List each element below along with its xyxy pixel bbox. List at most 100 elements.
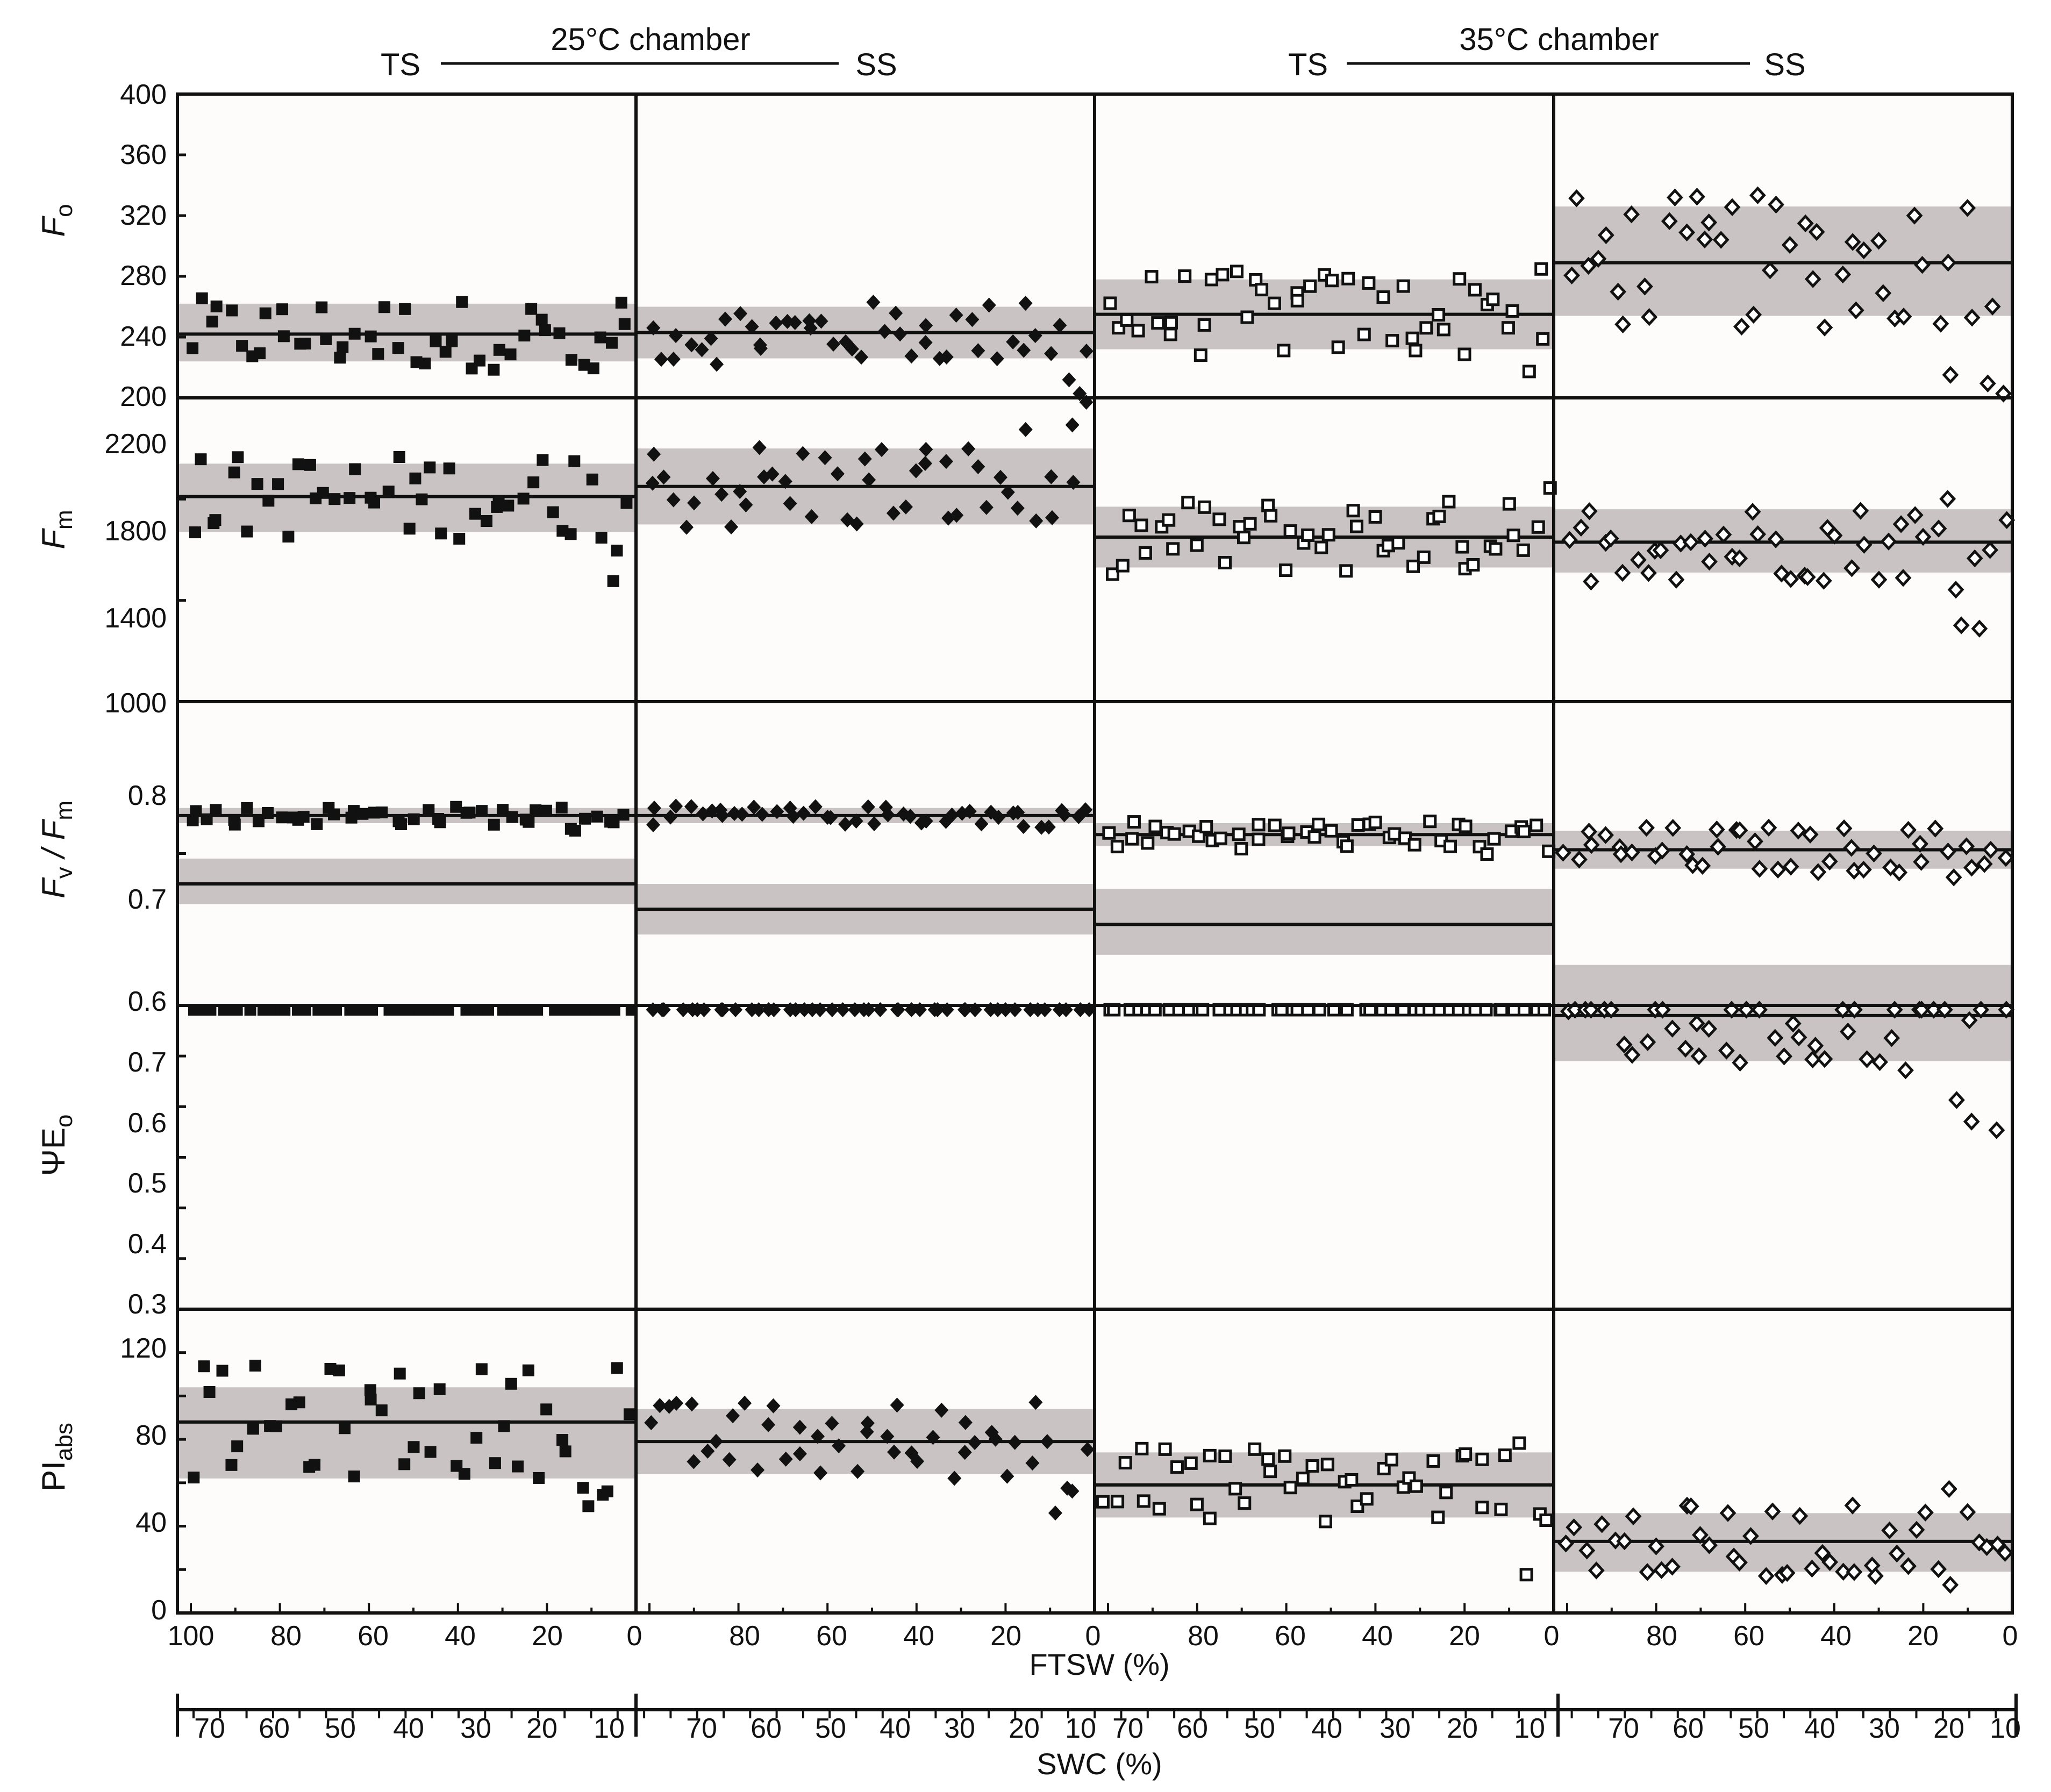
point-r1-p4-5 <box>1597 226 1614 245</box>
point-r3-p2-44 <box>1057 807 1071 823</box>
point-r1-p4-18 <box>1724 198 1741 216</box>
point-r1-p1-11 <box>277 330 290 342</box>
row-label-piabs-main: PI <box>35 1461 72 1491</box>
row-label-fvfm-main: F <box>35 877 72 898</box>
point-r5-p4-5 <box>1593 1515 1611 1533</box>
y-tick-fm-1400: 1400 <box>104 603 167 634</box>
point-r3-p3-6 <box>1148 819 1162 833</box>
point-r2-p4-7 <box>1614 563 1631 582</box>
point-r3-p4-15 <box>1694 856 1711 875</box>
point-r2-p4-24 <box>1782 570 1799 588</box>
point-r3-p4-44 <box>1976 855 1993 873</box>
point-r3-p4-40 <box>1940 843 1956 861</box>
point-r1-p3-13 <box>1216 268 1230 282</box>
point-r2-p1-36 <box>527 476 540 489</box>
point-r5-p4-26 <box>1804 1559 1820 1578</box>
point-r2-p4-26 <box>1799 568 1816 587</box>
point-r1-p2-40 <box>1018 296 1033 311</box>
point-r3-p3-41 <box>1487 832 1501 846</box>
point-r1-p1-29 <box>456 296 468 308</box>
band-r4-p3 <box>1095 889 1554 955</box>
point-r2-p3-11 <box>1197 500 1211 514</box>
point-r1-p3-18 <box>1267 296 1281 310</box>
point-r5-p4-27 <box>1814 1544 1831 1562</box>
ftsw-tick-p2-20: 20 <box>990 1620 1021 1652</box>
y-tick-labels-psieo: 0.7 0.6 0.5 0.4 0.3 <box>128 1047 167 1320</box>
point-r2-p3-19 <box>1279 563 1293 577</box>
point-r1-p4-3 <box>1580 256 1597 275</box>
point-r3-p3-17 <box>1252 818 1266 832</box>
point-r5-p1-20 <box>365 1394 377 1406</box>
y-tick-labels-fvfm: 0.8 0.7 0.6 <box>128 780 167 1017</box>
point-r1-p1-32 <box>488 363 500 376</box>
point-r5-p3-18 <box>1263 1465 1277 1479</box>
point-r2-p3-4 <box>1134 518 1148 532</box>
point-r1-p3-26 <box>1341 272 1355 285</box>
point-r2-p1-22 <box>393 451 405 463</box>
point-r5-p3-35 <box>1431 1510 1445 1524</box>
point-r1-p3-11 <box>1197 318 1211 332</box>
point-r5-p4-16 <box>1701 1536 1718 1554</box>
ftsw-tick-p3-60: 60 <box>1275 1620 1306 1652</box>
point-r2-p2-8 <box>714 487 729 502</box>
point-r3-p3-45 <box>1530 818 1543 832</box>
point-r5-p4-34 <box>1881 1521 1898 1540</box>
point-r5-p2-31 <box>934 1402 949 1418</box>
point-r5-p2-39 <box>1007 1434 1022 1450</box>
point-r3-p2-28 <box>903 809 918 824</box>
row-label-psieo-main: ΨE <box>35 1127 72 1176</box>
point-r1-p3-45 <box>1534 262 1548 276</box>
point-r2-p2-22 <box>849 516 864 532</box>
swc-tick-p1-70: 70 <box>194 1713 225 1744</box>
point-r5-p2-9 <box>722 1452 737 1467</box>
point-r1-p3-6 <box>1151 316 1165 330</box>
point-r1-p3-35 <box>1432 308 1446 322</box>
point-r2-p1-26 <box>424 461 436 474</box>
point-r1-p3-28 <box>1362 276 1376 290</box>
point-r1-p4-33 <box>1870 232 1887 250</box>
point-r1-p3-27 <box>1357 327 1371 341</box>
point-r3-p2-7 <box>705 803 719 819</box>
point-r1-p1-21 <box>378 301 391 313</box>
point-r5-p3-11 <box>1203 1448 1217 1462</box>
point-r2-p2-27 <box>898 499 913 515</box>
y-tick-fo-240: 240 <box>120 321 167 352</box>
point-r1-p2-24 <box>866 295 881 310</box>
point-r5-p2-5 <box>684 1396 699 1412</box>
point-r5-p1-42 <box>582 1500 595 1512</box>
header-25c-title: 25°C chamber <box>551 22 750 57</box>
point-r3-p2-20 <box>824 810 838 825</box>
point-r1-p2-38 <box>1006 334 1020 349</box>
point-r2-p1-37 <box>537 454 549 466</box>
point-r1-p2-29 <box>918 335 933 351</box>
point-r5-p4-40 <box>1941 1480 1957 1498</box>
point-r2-p2-37 <box>993 469 1007 485</box>
point-r1-p2-3 <box>666 352 681 367</box>
point-r3-p4-39 <box>1927 819 1944 838</box>
point-r5-p2-29 <box>910 1454 925 1469</box>
point-r3-p4-35 <box>1891 863 1908 882</box>
point-r5-p1-39 <box>556 1434 569 1446</box>
y-tick-fm-1800: 1800 <box>104 516 167 547</box>
point-r2-p3-26 <box>1346 504 1360 518</box>
point-r1-p4-19 <box>1733 317 1750 336</box>
point-r5-p1-6 <box>231 1440 244 1453</box>
point-r2-p2-28 <box>909 463 923 479</box>
point-r1-p4-24 <box>1781 235 1798 254</box>
point-r5-p3-1 <box>1096 1495 1110 1509</box>
point-r1-p3-33 <box>1409 344 1423 358</box>
point-r1-p4-20 <box>1745 305 1762 324</box>
point-r2-p2-29 <box>918 455 932 471</box>
point-r4-p4-45 <box>1988 1121 2005 1139</box>
y-tick-psieo-03: 0.3 <box>128 1289 167 1320</box>
point-r5-p3-42 <box>1498 1448 1512 1462</box>
point-r5-p2-40 <box>1025 1455 1040 1471</box>
point-r5-p2-21 <box>832 1438 846 1454</box>
point-r2-p3-39 <box>1466 558 1480 572</box>
point-r2-p2-9 <box>724 519 739 535</box>
point-r1-p2-25 <box>877 324 892 339</box>
point-r1-p3-7 <box>1163 327 1177 341</box>
y-tick-psieo-06: 0.6 <box>128 1108 167 1139</box>
point-r2-p4-37 <box>1906 506 1924 524</box>
point-r1-p3-14 <box>1230 265 1244 279</box>
